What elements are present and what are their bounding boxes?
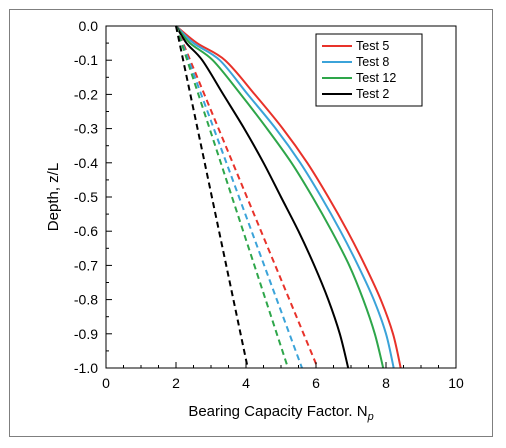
- x-axis-title-main: Bearing Capacity Factor. N: [188, 403, 367, 420]
- dashed-line-reference-7: [175, 25, 249, 369]
- y-tick-label: -0.3: [74, 121, 98, 137]
- curve-test-8: [175, 25, 395, 369]
- y-tick-label: -0.5: [74, 189, 98, 205]
- y-tick-label: -0.4: [74, 155, 98, 171]
- y-tick-label: -0.6: [74, 223, 98, 239]
- legend-label-test-12: Test 12: [356, 71, 396, 85]
- x-tick-label: 0: [102, 375, 110, 391]
- legend-label-test-8: Test 8: [356, 55, 389, 69]
- y-tick-label: 0.0: [79, 18, 99, 34]
- axes-layer: 0 2 4 6 8 10 0.0 -0.1 -0.2 -0.3 -0.4 -0.5 -0.6 -0.7 -0…: [74, 18, 464, 391]
- x-tick-label: 8: [382, 375, 390, 391]
- y-tick-label: -0.1: [74, 52, 98, 68]
- y-tick-label: -1.0: [74, 360, 98, 376]
- x-tick-label: 10: [448, 375, 464, 391]
- dashed-line-reference-4: [175, 25, 319, 369]
- x-tick-label: 4: [242, 375, 250, 391]
- y-axis-title: Depth, z/L: [45, 163, 62, 231]
- figure-frame: 0 2 4 6 8 10 0.0 -0.1 -0.2 -0.3 -0.4 -0.5 -0.6 -0.7 -0…: [9, 9, 493, 437]
- curve-test-2: [175, 25, 350, 369]
- y-tick-label: -0.8: [74, 292, 98, 308]
- legend-label-test-5: Test 5: [356, 39, 389, 53]
- x-tick-label: 6: [312, 375, 320, 391]
- curve-layer: [175, 25, 402, 369]
- x-axis-title: Bearing Capacity Factor. Np: [188, 403, 373, 423]
- x-tick-label: 2: [172, 375, 180, 391]
- legend: Test 5 Test 8 Test 12 Test 2: [315, 33, 423, 107]
- y-tick-label: -0.9: [74, 326, 98, 342]
- bearing-capacity-chart: 0 2 4 6 8 10 0.0 -0.1 -0.2 -0.3 -0.4 -0.5 -0.6 -0.7 -0…: [45, 18, 464, 423]
- curve-test-5: [175, 25, 402, 369]
- x-axis-title-subscript: p: [367, 411, 374, 423]
- dashed-line-reference-5: [175, 25, 303, 369]
- legend-label-test-2: Test 2: [356, 87, 389, 101]
- y-tick-label: -0.7: [74, 257, 98, 273]
- curve-test-12: [175, 25, 385, 369]
- y-tick-label: -0.2: [74, 86, 98, 102]
